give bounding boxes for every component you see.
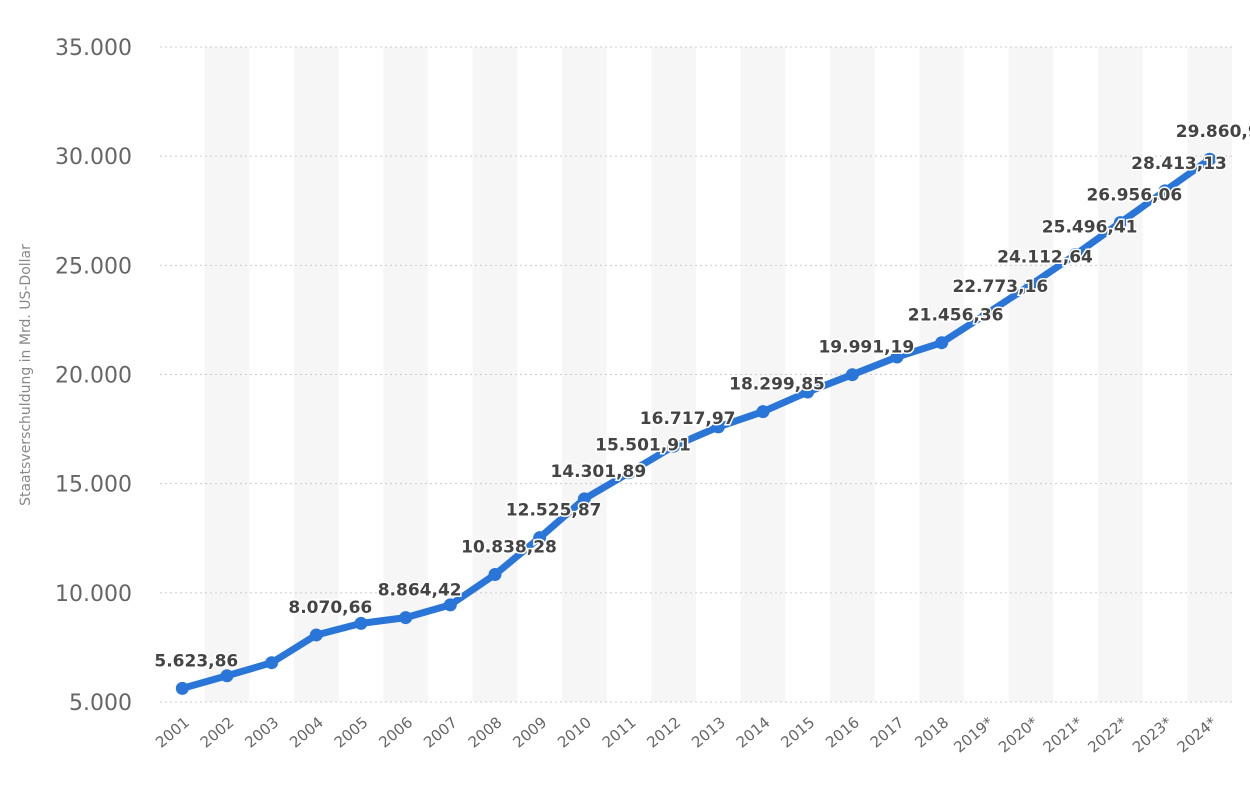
data-point[interactable] xyxy=(711,420,725,434)
data-point[interactable] xyxy=(756,405,770,419)
data-point[interactable] xyxy=(1024,278,1038,292)
x-tick-label: 2022* xyxy=(1084,713,1131,756)
series-line xyxy=(178,155,1214,692)
x-tick-label: 2001 xyxy=(152,713,193,751)
data-point[interactable] xyxy=(801,385,815,399)
data-label: 18.299,85 xyxy=(729,375,825,395)
x-tick-label: 2008 xyxy=(465,713,506,751)
data-label: 25.496,41 xyxy=(1042,217,1138,237)
data-point[interactable] xyxy=(890,350,904,364)
column-band xyxy=(740,47,786,702)
data-point[interactable] xyxy=(845,368,859,382)
data-label: 26.956,06 xyxy=(1086,186,1182,206)
y-tick-label: 5.000 xyxy=(69,691,132,716)
x-tick-label: 2006 xyxy=(375,713,416,751)
x-tick-label: 2014 xyxy=(733,713,774,751)
x-tick-label: 2015 xyxy=(777,713,818,751)
x-tick-label: 2010 xyxy=(554,713,595,751)
data-point[interactable] xyxy=(265,656,279,670)
data-label: 21.456,36 xyxy=(908,306,1004,326)
x-tick-label: 2009 xyxy=(509,713,550,751)
data-point[interactable] xyxy=(577,492,591,506)
x-tick-label: 2019* xyxy=(950,713,997,756)
data-point[interactable] xyxy=(354,616,368,630)
x-tick-label: 2005 xyxy=(331,713,372,751)
column-band xyxy=(651,47,696,702)
data-label: 15.501,91 xyxy=(595,436,691,456)
x-tick-label: 2011 xyxy=(599,713,640,751)
x-tick-label: 2012 xyxy=(643,713,684,751)
y-axis-label: Staatsverschuldung in Mrd. US-Dollar xyxy=(18,244,34,506)
data-point[interactable] xyxy=(443,598,457,612)
x-tick-label: 2018 xyxy=(911,713,952,751)
data-point[interactable] xyxy=(667,439,681,453)
x-tick-label: 2021* xyxy=(1040,713,1087,756)
x-tick-label: 2003 xyxy=(241,713,282,751)
data-point[interactable] xyxy=(1158,184,1172,198)
data-point[interactable] xyxy=(488,568,502,582)
data-point[interactable] xyxy=(622,466,636,480)
y-tick-label: 10.000 xyxy=(55,582,132,607)
x-tick-label: 2002 xyxy=(197,713,238,751)
x-tick-label: 2007 xyxy=(420,713,461,751)
data-label: 22.773,16 xyxy=(952,277,1048,297)
y-tick-label: 20.000 xyxy=(55,364,132,389)
x-tick-label: 2024* xyxy=(1174,713,1221,756)
data-point[interactable] xyxy=(220,669,234,683)
x-tick-label: 2020* xyxy=(995,713,1042,756)
y-tick-label: 15.000 xyxy=(55,473,132,498)
data-point[interactable] xyxy=(935,336,949,350)
x-tick-label: 2013 xyxy=(688,713,729,751)
data-point[interactable] xyxy=(1203,152,1217,166)
x-tick-label: 2004 xyxy=(286,713,327,751)
y-tick-label: 30.000 xyxy=(55,145,132,170)
data-label: 10.838,28 xyxy=(461,538,557,558)
data-label: 8.070,66 xyxy=(288,598,372,618)
column-band xyxy=(562,47,607,702)
x-tick-label: 2016 xyxy=(822,713,863,751)
data-label: 14.301,89 xyxy=(550,462,646,482)
data-label: 28.413,13 xyxy=(1131,154,1227,174)
data-label: 5.623,86 xyxy=(154,651,238,671)
data-point[interactable] xyxy=(1069,247,1083,261)
data-label: 12.525,87 xyxy=(506,501,602,521)
data-label: 29.860,98 xyxy=(1176,122,1250,142)
data-point[interactable] xyxy=(399,611,413,625)
data-point[interactable] xyxy=(533,531,547,545)
x-tick-label: 2017 xyxy=(867,713,908,751)
data-point[interactable] xyxy=(1113,216,1127,230)
y-tick-label: 35.000 xyxy=(55,36,132,61)
y-tick-label: 25.000 xyxy=(55,254,132,279)
data-label: 8.864,42 xyxy=(378,581,462,601)
x-tick-label: 2023* xyxy=(1129,713,1176,756)
data-label: 24.112,64 xyxy=(997,248,1093,268)
data-label: 16.717,97 xyxy=(640,409,736,429)
data-point[interactable] xyxy=(175,681,189,695)
data-label: 19.991,19 xyxy=(818,338,914,358)
data-point[interactable] xyxy=(979,307,993,321)
data-point[interactable] xyxy=(309,628,323,642)
